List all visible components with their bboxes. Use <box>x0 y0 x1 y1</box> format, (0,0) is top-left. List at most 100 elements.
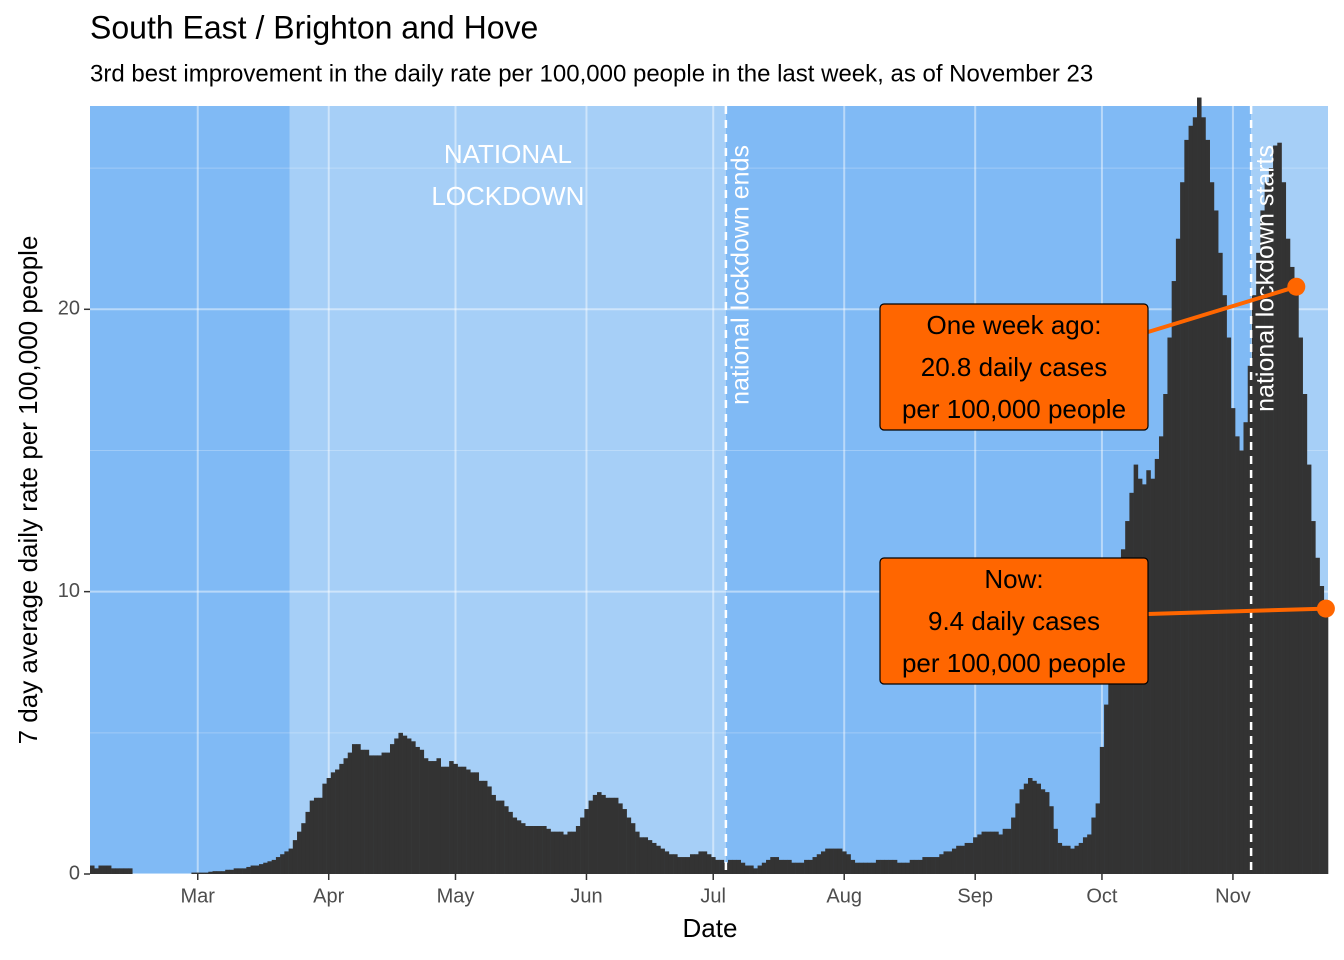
bar <box>237 868 243 874</box>
bar <box>381 752 387 874</box>
bar <box>795 862 801 874</box>
bar <box>981 831 987 874</box>
bar <box>360 749 365 874</box>
lockdown-label: national lockdown ends <box>727 145 755 405</box>
bar <box>571 831 577 874</box>
bar <box>233 868 239 874</box>
bar <box>1298 337 1303 874</box>
bar <box>1323 608 1329 874</box>
bar <box>799 862 805 874</box>
bar <box>1120 549 1126 874</box>
bar <box>867 862 872 874</box>
bar <box>732 859 737 874</box>
chart-subtitle: 3rd best improvement in the daily rate p… <box>90 60 1093 87</box>
bar <box>694 854 699 874</box>
bar <box>559 831 564 874</box>
bar <box>229 869 234 874</box>
bar <box>660 848 665 874</box>
bar <box>271 859 277 874</box>
bar <box>1277 142 1282 875</box>
bar <box>220 871 226 874</box>
annotation-text: Now: <box>984 564 1043 594</box>
bar <box>1032 780 1037 874</box>
bar <box>1158 436 1164 874</box>
bar <box>1154 458 1160 874</box>
bar <box>630 823 636 874</box>
bar <box>1049 806 1054 874</box>
x-tick-label: Jun <box>570 885 602 907</box>
bar <box>744 865 750 874</box>
bar <box>1319 586 1325 874</box>
bar <box>280 854 285 874</box>
bar <box>225 869 230 874</box>
region-label: NATIONAL <box>444 139 572 169</box>
bar <box>613 797 619 874</box>
bar <box>377 755 382 874</box>
bar <box>339 763 344 874</box>
bar <box>837 848 843 874</box>
bar <box>373 755 378 874</box>
bar <box>1209 182 1215 874</box>
bar <box>960 845 965 874</box>
bar <box>533 826 539 874</box>
bar <box>567 831 572 874</box>
bar <box>1184 139 1189 875</box>
bar <box>1226 337 1232 874</box>
bar <box>1087 834 1092 874</box>
bar <box>964 842 970 874</box>
bar <box>918 859 923 874</box>
bar <box>930 857 936 874</box>
bar <box>351 744 357 874</box>
bar <box>436 758 441 874</box>
bar <box>1268 168 1274 874</box>
bar <box>250 865 256 874</box>
bar <box>956 845 961 874</box>
bar <box>892 859 898 874</box>
bar <box>275 857 281 874</box>
bar <box>1112 619 1118 874</box>
bar <box>102 865 108 874</box>
annotation-box <box>879 303 1149 431</box>
bar <box>880 859 885 874</box>
bar <box>715 859 720 874</box>
bar <box>884 859 889 874</box>
bar <box>871 862 877 874</box>
bar <box>749 865 754 874</box>
bar <box>554 831 560 874</box>
bar <box>1256 252 1261 874</box>
bar <box>597 792 602 874</box>
annotation-text: One week ago: <box>927 310 1102 340</box>
bar <box>1192 117 1198 874</box>
bar <box>301 823 306 874</box>
bar <box>829 848 834 874</box>
bar <box>288 848 294 874</box>
bar <box>761 862 767 874</box>
bar <box>998 834 1003 874</box>
bar <box>939 854 944 874</box>
x-tick-label: Aug <box>826 885 862 907</box>
bar <box>453 763 458 874</box>
bar <box>1289 266 1295 874</box>
lockdown-label: national lockdown starts <box>1252 145 1280 412</box>
bar <box>347 752 353 874</box>
bar <box>449 761 454 874</box>
bar <box>411 741 416 874</box>
bar <box>1264 182 1270 874</box>
bar <box>656 845 661 874</box>
bar <box>216 871 222 874</box>
bar <box>854 862 860 874</box>
bar <box>757 865 763 874</box>
bar <box>292 840 298 874</box>
bar <box>499 800 505 874</box>
bar <box>664 851 670 874</box>
bar <box>833 848 839 874</box>
bar <box>1285 238 1291 875</box>
bar <box>774 857 780 874</box>
annotation-box <box>879 557 1149 685</box>
bar <box>787 859 792 874</box>
bar <box>212 871 218 874</box>
bar <box>1078 842 1084 874</box>
bar <box>1222 295 1227 874</box>
bar <box>1306 464 1312 874</box>
bar <box>423 758 429 874</box>
